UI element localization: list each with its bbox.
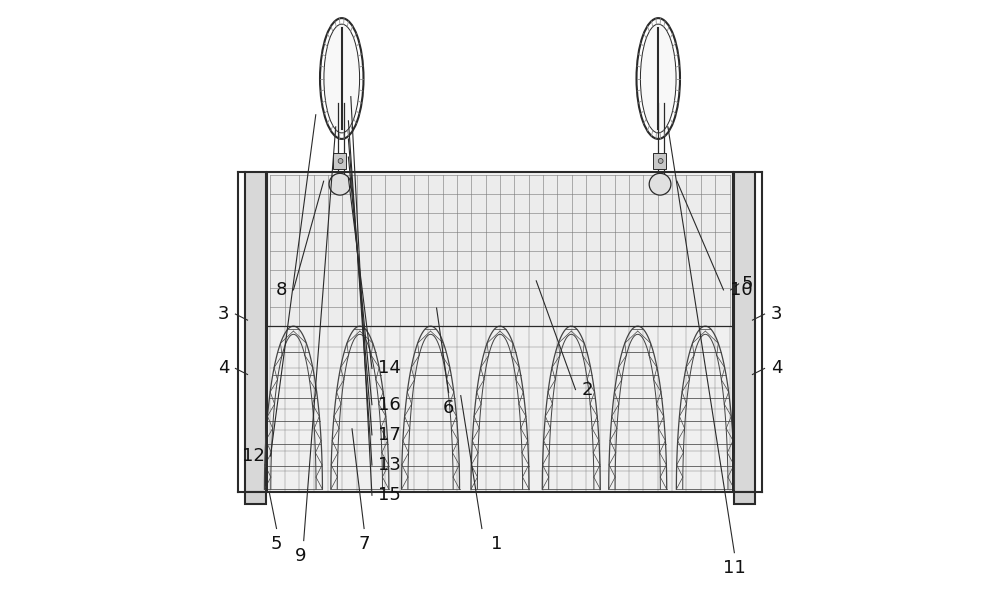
- Text: 15: 15: [378, 486, 401, 504]
- Bar: [270, 326, 730, 492]
- Text: 13: 13: [378, 456, 401, 474]
- Bar: [267, 172, 733, 492]
- Text: 7: 7: [358, 535, 370, 553]
- Text: 10: 10: [730, 281, 752, 299]
- Text: 5: 5: [271, 535, 282, 553]
- Circle shape: [329, 173, 351, 195]
- Text: 8: 8: [276, 281, 287, 299]
- Text: 2: 2: [582, 381, 593, 399]
- Text: 6: 6: [443, 399, 454, 417]
- Text: 3: 3: [218, 305, 229, 323]
- Text: 17: 17: [378, 426, 401, 444]
- Text: 4: 4: [771, 359, 782, 378]
- Text: 3: 3: [771, 305, 782, 323]
- Text: 5: 5: [742, 275, 753, 293]
- Circle shape: [658, 159, 663, 164]
- Bar: [270, 175, 730, 326]
- Text: 16: 16: [378, 396, 401, 414]
- Text: 9: 9: [295, 547, 306, 565]
- Bar: [245, 492, 266, 504]
- Text: 12: 12: [242, 447, 264, 465]
- Bar: [734, 492, 755, 504]
- Text: 1: 1: [491, 535, 503, 553]
- Circle shape: [649, 173, 671, 195]
- Circle shape: [338, 159, 343, 164]
- Text: 11: 11: [723, 559, 746, 577]
- Bar: [333, 153, 346, 169]
- Text: 4: 4: [218, 359, 229, 378]
- Bar: [734, 172, 755, 492]
- Text: 14: 14: [378, 359, 401, 378]
- Bar: [653, 153, 666, 169]
- Bar: [267, 172, 733, 492]
- Ellipse shape: [640, 24, 676, 133]
- Bar: [245, 172, 266, 492]
- Ellipse shape: [324, 24, 360, 133]
